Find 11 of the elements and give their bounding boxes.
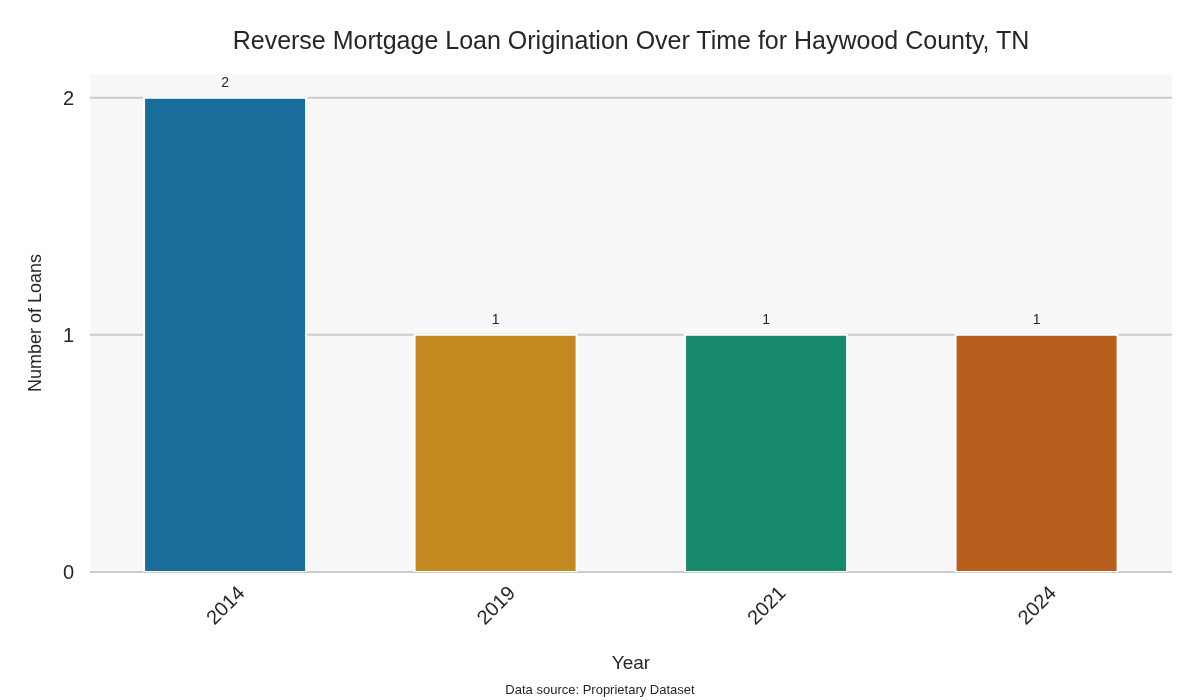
source-note: Data source: Proprietary Dataset xyxy=(505,681,696,697)
data-label: 1 xyxy=(491,310,500,327)
data-label: 1 xyxy=(1032,310,1041,327)
data-label: 1 xyxy=(762,310,771,327)
y-tick-label: 0 xyxy=(62,561,74,584)
x-axis-title: Year xyxy=(611,651,651,673)
chart-title: Reverse Mortgage Loan Origination Over Time for Haywood County, TN xyxy=(232,26,1030,54)
y-tick-label: 1 xyxy=(62,323,74,346)
data-label: 2 xyxy=(221,73,230,90)
y-tick-label: 2 xyxy=(62,86,74,109)
y-axis-title: Number of Loans xyxy=(25,253,45,393)
